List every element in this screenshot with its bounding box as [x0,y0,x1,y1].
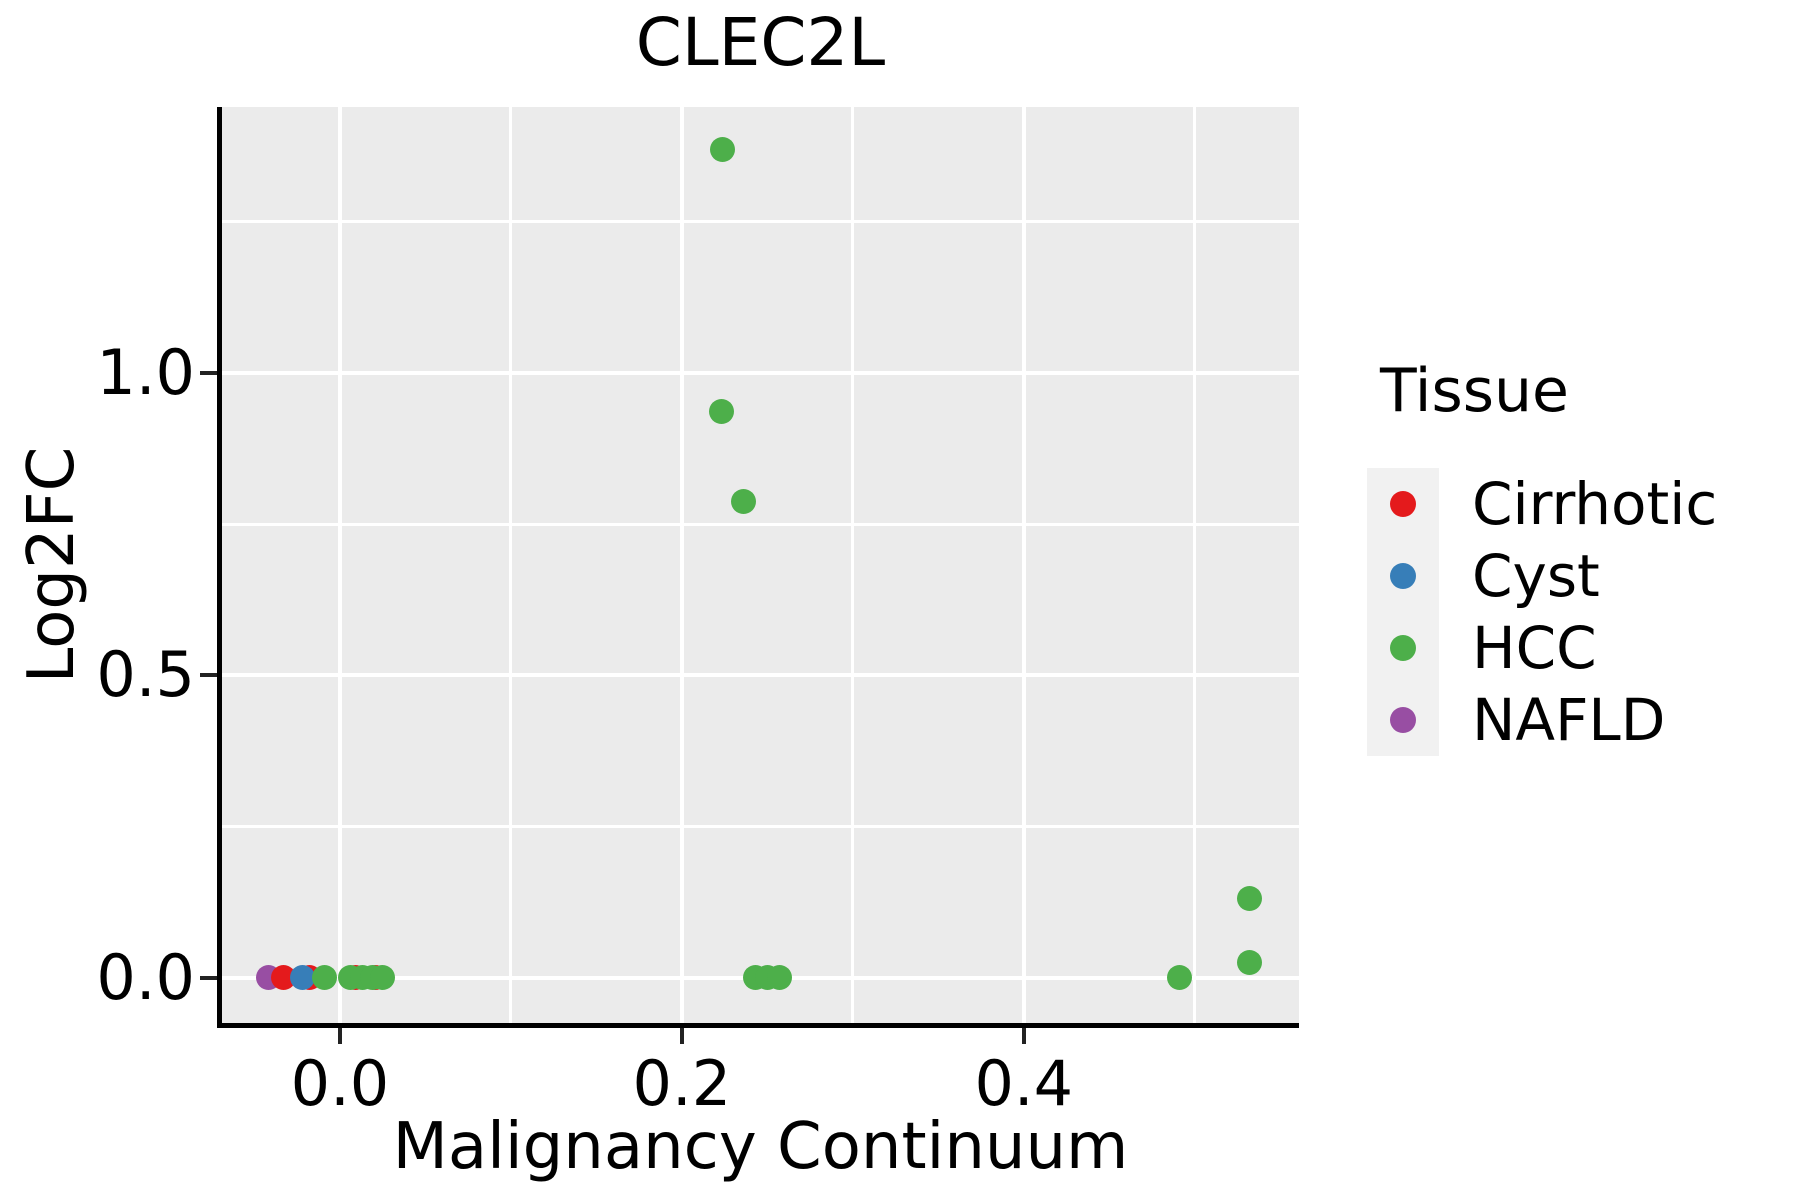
y-tick-label: 1.0 [96,335,195,409]
legend-entry-hcc: HCC [1367,612,1800,684]
legend-entry-label: Cyst [1472,542,1600,610]
data-point-hcc [1236,949,1262,975]
x-axis-line [217,1023,1299,1028]
x-tick-label: 0.4 [974,1047,1074,1120]
data-point-hcc [710,136,736,162]
y-tick-mark [200,370,217,375]
gridline-x-minor [851,107,855,1023]
data-point-hcc [730,489,756,515]
data-point-hcc [766,965,792,991]
legend-entry-label: HCC [1472,614,1597,682]
legend-dot-icon [1390,635,1416,661]
gridline-y-minor [222,825,1299,829]
plot-panel [222,107,1299,1023]
y-axis-line [217,107,222,1028]
legend-entry-cirrhotic: Cirrhotic [1367,468,1800,540]
plot-title: CLEC2L [635,4,886,81]
gridline-x-major [337,107,342,1023]
x-tick-mark [679,1028,684,1044]
y-tick-label: 0.0 [96,940,195,1014]
legend-dot-icon [1390,707,1416,733]
x-axis-label: Malignancy Continuum [392,1110,1129,1184]
legend-dot-icon [1390,491,1416,517]
gridline-x-major [1021,107,1026,1023]
gridline-y-minor [222,220,1299,224]
data-point-hcc [708,398,734,424]
data-point-hcc [370,965,396,991]
legend-entry-label: Cirrhotic [1472,470,1718,538]
gridline-x-minor [1193,107,1197,1023]
gridline-y-minor [222,522,1299,526]
x-tick-mark [337,1028,342,1044]
y-axis-label: Log2FC [15,446,89,684]
legend-entry-cyst: Cyst [1367,540,1800,612]
gridline-y-major [222,673,1299,678]
data-point-cyst [289,965,315,991]
x-tick-label: 0.0 [290,1047,390,1120]
data-point-hcc [1166,965,1192,991]
data-point-hcc [312,965,338,991]
legend-dot-icon [1390,563,1416,589]
legend-entry-label: NAFLD [1472,686,1666,754]
x-tick-label: 0.2 [632,1047,732,1120]
gridline-y-major [222,370,1299,375]
y-tick-label: 0.5 [96,638,195,712]
y-tick-mark [200,975,217,980]
gridline-x-minor [509,107,513,1023]
data-point-hcc [1236,885,1262,911]
gridline-x-major [679,107,684,1023]
y-tick-mark [200,673,217,678]
x-tick-mark [1021,1028,1026,1044]
legend-entry-nafld: NAFLD [1367,684,1800,756]
legend-title: Tissue [1380,356,1569,426]
